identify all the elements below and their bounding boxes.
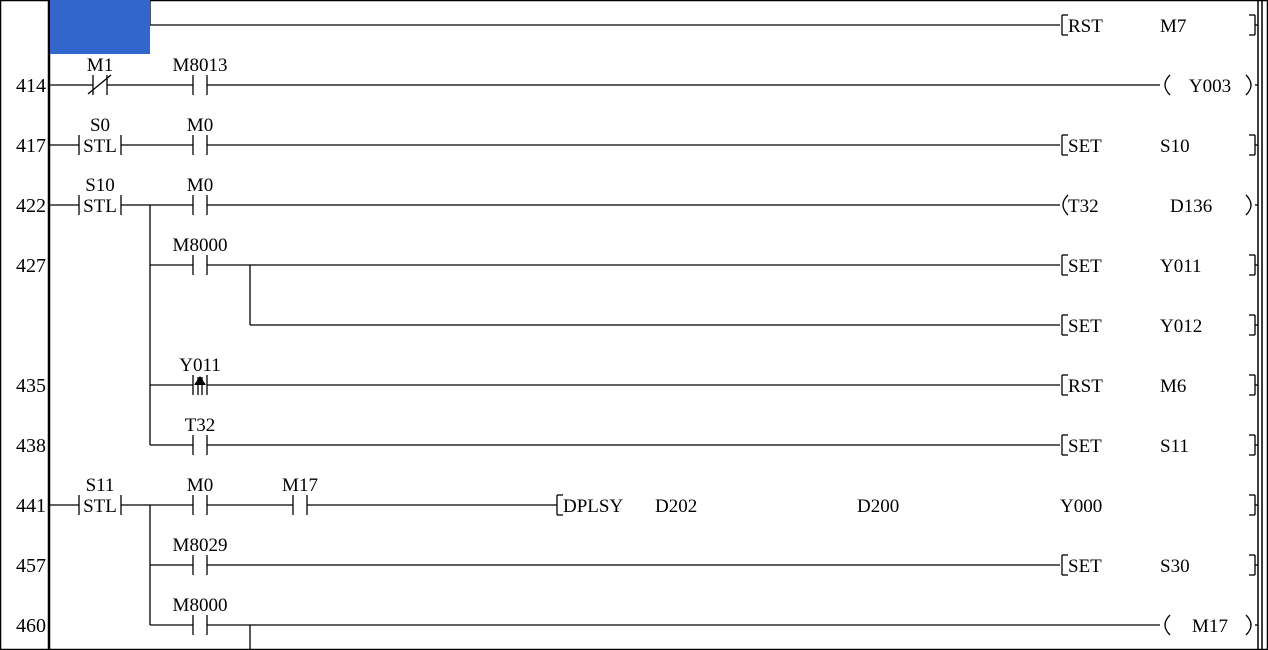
contact-label: M8029 bbox=[173, 535, 228, 556]
coil-right bbox=[1245, 614, 1252, 636]
stl-contact-text: STL bbox=[83, 196, 117, 217]
contact-label: M1 bbox=[87, 55, 113, 76]
instruction-operand: M6 bbox=[1160, 376, 1186, 397]
contact-label: M8000 bbox=[173, 595, 228, 616]
timer-setpoint: D136 bbox=[1170, 196, 1212, 217]
contact-label: M8000 bbox=[173, 235, 228, 256]
instruction-operand: S30 bbox=[1160, 556, 1190, 577]
contact-label: M0 bbox=[187, 175, 213, 196]
coil-left bbox=[1164, 74, 1171, 96]
stl-contact-text: STL bbox=[83, 136, 117, 157]
step-number: 417 bbox=[16, 135, 46, 157]
nc-slash bbox=[87, 74, 112, 95]
instruction-name: SET bbox=[1068, 136, 1102, 157]
instruction-name: SET bbox=[1068, 316, 1102, 337]
contact-label: S11 bbox=[86, 475, 115, 496]
instruction-name: RST bbox=[1068, 16, 1103, 37]
contact-label: T32 bbox=[185, 415, 216, 436]
contact-label: M17 bbox=[282, 475, 318, 496]
contact-label: M8013 bbox=[173, 55, 228, 76]
coil-right bbox=[1245, 74, 1252, 96]
contact-label: Y011 bbox=[179, 355, 221, 376]
coil-left bbox=[1164, 614, 1171, 636]
instruction-operand: Y012 bbox=[1160, 316, 1202, 337]
instruction-operand: D202 bbox=[655, 496, 697, 517]
step-number: 457 bbox=[16, 555, 46, 577]
stl-contact-text: STL bbox=[83, 496, 117, 517]
contact-label: M0 bbox=[187, 475, 213, 496]
coil-operand: Y003 bbox=[1189, 76, 1231, 97]
instruction-name: SET bbox=[1068, 256, 1102, 277]
instruction-operand: Y000 bbox=[1060, 496, 1102, 517]
instruction-operand: S11 bbox=[1160, 436, 1189, 457]
instruction-name: RST bbox=[1068, 376, 1103, 397]
contact-label: S10 bbox=[85, 175, 115, 196]
timer-name: T32 bbox=[1068, 196, 1099, 217]
step-number: 427 bbox=[16, 255, 46, 277]
instruction-operand: Y011 bbox=[1160, 256, 1202, 277]
step-number: 414 bbox=[16, 75, 46, 97]
instruction-name: SET bbox=[1068, 436, 1102, 457]
step-number: 422 bbox=[16, 195, 46, 217]
rising-edge-arrow-icon bbox=[194, 376, 206, 385]
coil-left bbox=[1062, 194, 1069, 216]
step-number: 438 bbox=[16, 435, 46, 457]
step-number: 460 bbox=[16, 615, 46, 637]
coil-right bbox=[1245, 194, 1252, 216]
edit-cursor[interactable] bbox=[50, 0, 150, 54]
instruction-operand: M7 bbox=[1160, 16, 1186, 37]
contact-label: S0 bbox=[90, 115, 110, 136]
instruction-name: DPLSY bbox=[563, 496, 623, 517]
instruction-operand: S10 bbox=[1160, 136, 1190, 157]
step-number: 435 bbox=[16, 375, 46, 397]
instruction-operand: D200 bbox=[857, 496, 899, 517]
contact-label: M0 bbox=[187, 115, 213, 136]
step-number: 441 bbox=[16, 495, 46, 517]
coil-operand: M17 bbox=[1192, 616, 1228, 637]
instruction-name: SET bbox=[1068, 556, 1102, 577]
